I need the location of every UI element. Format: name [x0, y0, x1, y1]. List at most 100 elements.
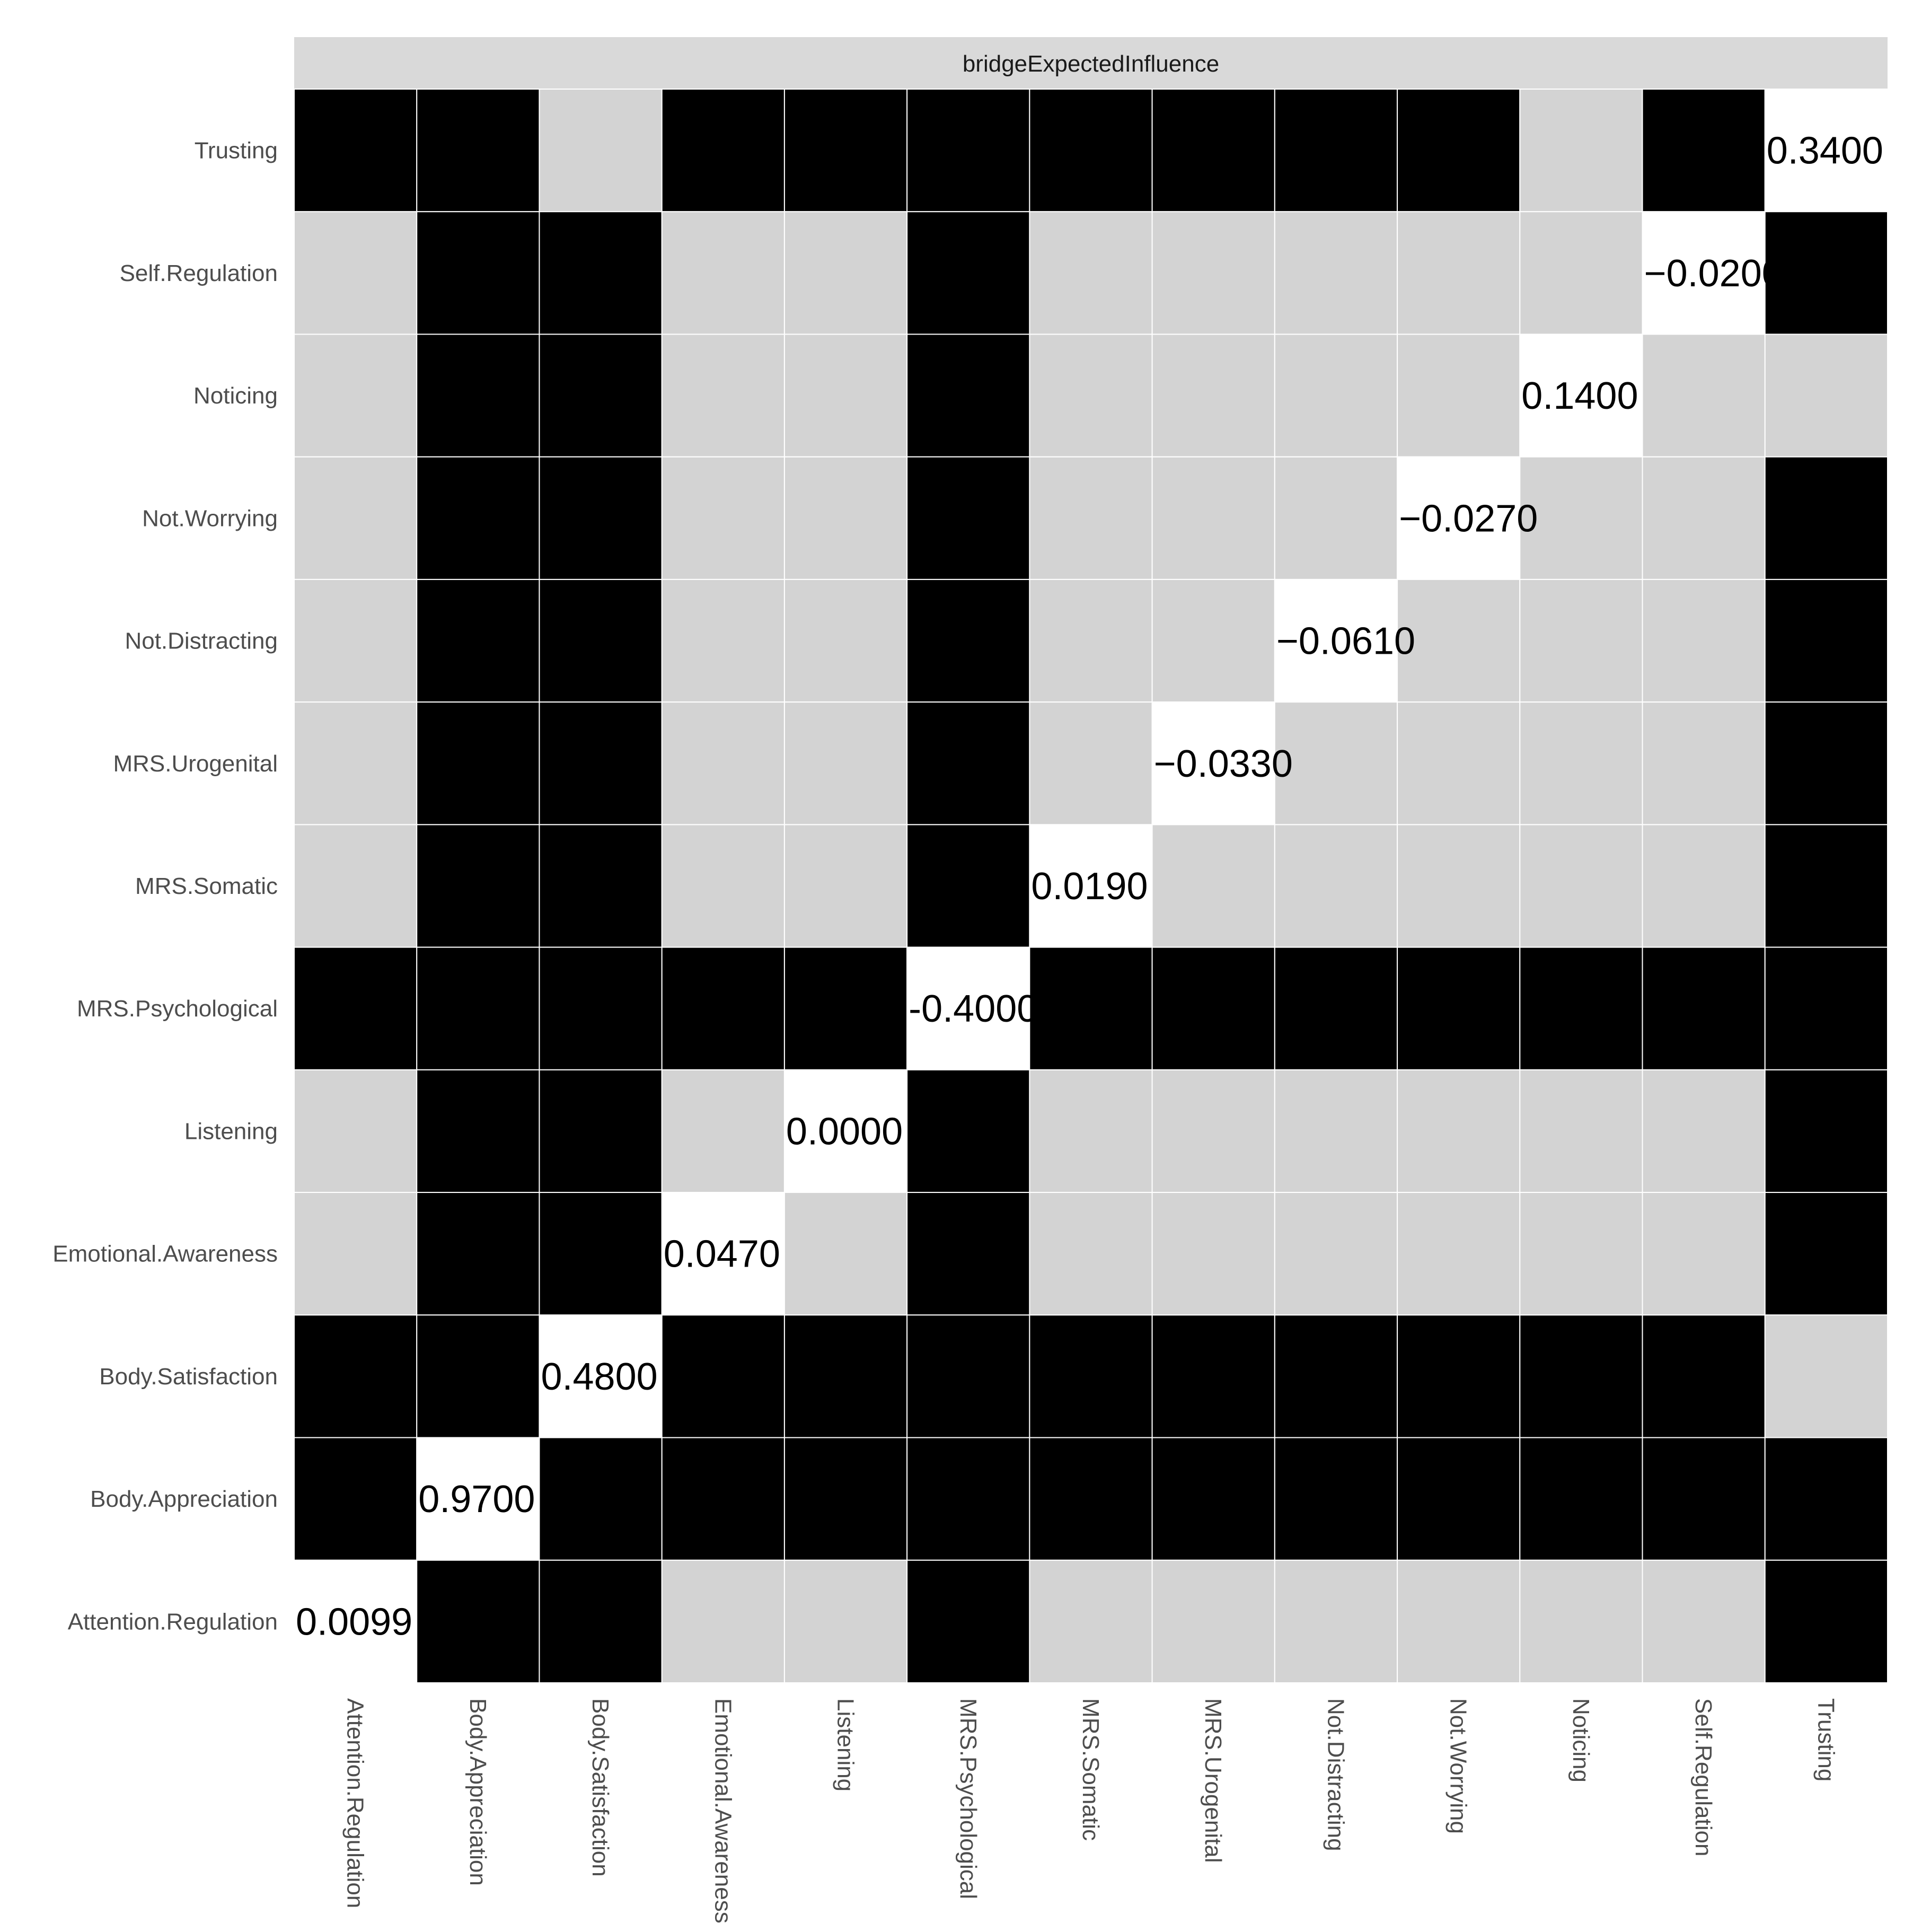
heatmap-cell	[1029, 1314, 1153, 1438]
heatmap-cell	[661, 578, 785, 703]
heatmap-cell	[539, 578, 663, 703]
y-tick-label-emotional-awareness: Emotional.Awareness	[52, 1241, 278, 1267]
heatmap-cell	[1764, 211, 1888, 335]
heatmap-cell	[1519, 456, 1643, 580]
heatmap-cell	[1029, 1069, 1153, 1193]
y-tick-label-noticing: Noticing	[193, 383, 278, 409]
heatmap-cell	[539, 946, 663, 1070]
heatmap-cell	[783, 701, 908, 826]
heatmap-cell	[783, 333, 908, 458]
heatmap-cell	[1397, 578, 1521, 703]
heatmap-cell	[1397, 1559, 1521, 1683]
heatmap-cell	[1029, 701, 1153, 826]
heatmap-cell	[294, 824, 418, 948]
heatmap-cell	[1029, 456, 1153, 580]
heatmap-cell	[906, 1314, 1030, 1438]
heatmap-cell	[539, 211, 663, 335]
heatmap-cell	[539, 89, 663, 213]
heatmap-cell	[294, 211, 418, 335]
heatmap-cell	[906, 1437, 1030, 1561]
heatmap-cell	[1642, 701, 1766, 826]
heatmap-cell	[539, 1559, 663, 1683]
heatmap-cell	[294, 1437, 418, 1561]
heatmap-cell	[1274, 824, 1398, 948]
heatmap-cell	[416, 89, 540, 213]
heatmap-cell	[1029, 89, 1153, 213]
heatmap-cell	[783, 824, 908, 948]
y-tick-label-listening: Listening	[184, 1118, 278, 1144]
x-tick-label-attention-regulation: Attention.Regulation	[342, 1698, 368, 1908]
heatmap-cell	[1764, 1314, 1888, 1438]
heatmap-cell	[1151, 456, 1275, 580]
heatmap-cell	[1397, 701, 1521, 826]
heatmap-cell	[661, 1069, 785, 1193]
heatmap-cell	[1642, 946, 1766, 1070]
x-tick-label-mrs-urogenital: MRS.Urogenital	[1200, 1698, 1226, 1863]
heatmap-cell	[1397, 333, 1521, 458]
x-tick-label-trusting: Trusting	[1813, 1698, 1839, 1781]
heatmap-cell	[416, 578, 540, 703]
heatmap-cell	[1029, 333, 1153, 458]
heatmap-cell	[1764, 1069, 1888, 1193]
heatmap-cell	[1151, 1559, 1275, 1683]
heatmap-cell	[783, 946, 908, 1070]
heatmap-cell	[1519, 1437, 1643, 1561]
heatmap-cell	[1519, 946, 1643, 1070]
x-tick-label-mrs-psychological: MRS.Psychological	[955, 1698, 981, 1899]
heatmap-cell	[1397, 1192, 1521, 1316]
diagonal-value-label: 0.0190	[1031, 865, 1148, 908]
heatmap-cell	[1764, 456, 1888, 580]
heatmap-cell	[906, 456, 1030, 580]
heatmap-cell	[1029, 578, 1153, 703]
y-tick-label-body-satisfaction: Body.Satisfaction	[99, 1364, 278, 1390]
diagonal-value-label: 0.3400	[1767, 130, 1883, 172]
heatmap-cell	[294, 1559, 418, 1683]
heatmap-cell	[1151, 824, 1275, 948]
heatmap-cell	[1642, 333, 1766, 458]
heatmap-cell	[906, 1069, 1030, 1193]
heatmap-cell	[1519, 1192, 1643, 1316]
heatmap-cell	[906, 1192, 1030, 1316]
y-tick-label-mrs-somatic: MRS.Somatic	[135, 873, 278, 899]
heatmap-cell	[1274, 211, 1398, 335]
heatmap-cell	[661, 824, 785, 948]
heatmap-cell	[661, 89, 785, 213]
heatmap-cell	[906, 211, 1030, 335]
y-tick-label-self-regulation: Self.Regulation	[120, 260, 278, 286]
heatmap-cell	[1029, 211, 1153, 335]
heatmap-cell	[1519, 578, 1643, 703]
heatmap-cell	[539, 824, 663, 948]
heatmap-cell	[1519, 1069, 1643, 1193]
heatmap-cell	[1274, 701, 1398, 826]
heatmap-cell	[783, 578, 908, 703]
heatmap-cell	[661, 701, 785, 826]
diagonal-value-label: 0.0099	[296, 1601, 412, 1643]
heatmap-cell	[1397, 946, 1521, 1070]
heatmap-cell	[416, 946, 540, 1070]
heatmap-cell	[1029, 946, 1153, 1070]
heatmap-cell	[1642, 456, 1766, 580]
heatmap-cell	[539, 456, 663, 580]
diagonal-value-label: 0.1400	[1521, 375, 1638, 417]
heatmap-cell	[661, 1192, 785, 1316]
diagonal-value-label: 0.9700	[418, 1478, 535, 1521]
heatmap-cell	[1274, 1192, 1398, 1316]
diagonal-value-label: 0.4800	[541, 1356, 657, 1398]
heatmap-cell	[1029, 1437, 1153, 1561]
heatmap-cell	[906, 333, 1030, 458]
x-tick-label-mrs-somatic: MRS.Somatic	[1078, 1698, 1104, 1841]
heatmap-cell	[1274, 89, 1398, 213]
heatmap-cell	[1274, 1069, 1398, 1193]
heatmap-cell	[783, 1314, 908, 1438]
heatmap-cell	[294, 1192, 418, 1316]
x-tick-label-listening: Listening	[833, 1698, 859, 1792]
diagonal-value-label: −0.0200	[1644, 252, 1783, 295]
heatmap-cell	[416, 1314, 540, 1438]
y-tick-label-trusting: Trusting	[195, 138, 278, 164]
heatmap-cell	[539, 1314, 663, 1438]
heatmap-cell	[1397, 824, 1521, 948]
y-tick-label-attention-regulation: Attention.Regulation	[68, 1609, 278, 1635]
heatmap-cell	[1029, 1559, 1153, 1683]
heatmap-cell	[1764, 824, 1888, 948]
heatmap-cell	[1642, 211, 1766, 335]
